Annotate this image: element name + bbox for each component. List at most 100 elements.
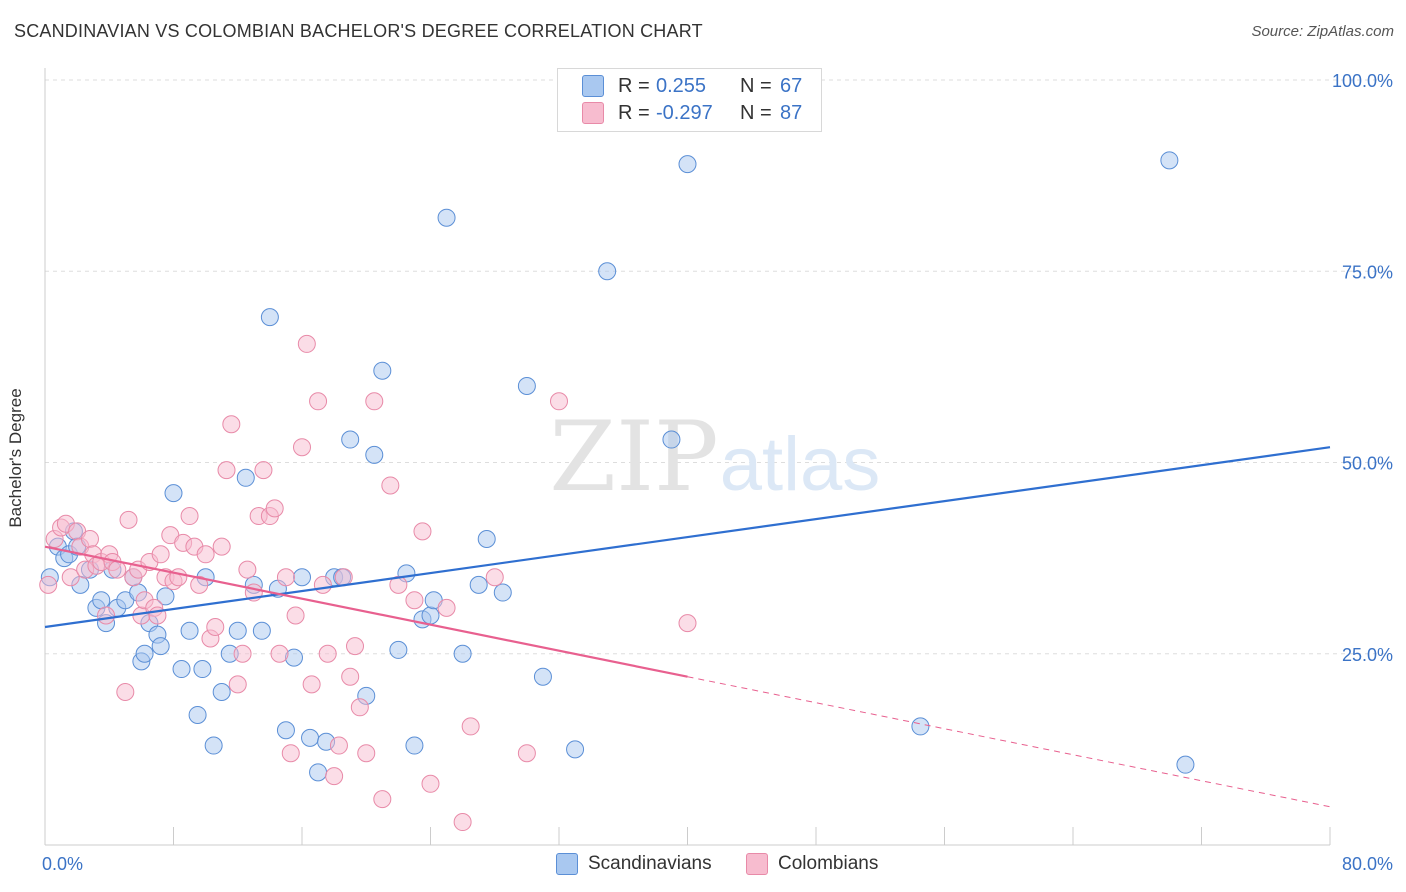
colombian-point	[309, 392, 328, 411]
scandinavian-point	[180, 621, 199, 640]
scandinavian-point	[421, 606, 440, 625]
scandinavian-point	[164, 484, 183, 503]
colombian-point	[254, 461, 273, 480]
y-tick-label: 25.0%	[1342, 645, 1393, 665]
x-tick-label: 0.0%	[42, 854, 83, 874]
colombian-point	[180, 507, 199, 526]
scandinavian-point	[188, 705, 207, 724]
colombian-point	[461, 717, 480, 736]
y-tick-label: 50.0%	[1342, 454, 1393, 474]
colombian-point	[217, 461, 236, 480]
scandinavian-point	[193, 660, 212, 679]
colombian-point	[365, 392, 384, 411]
scandinavian-point	[389, 640, 408, 659]
watermark-zip: ZIP	[549, 401, 718, 513]
y-tick-label: 75.0%	[1342, 262, 1393, 282]
legend-r-value: 0.255	[656, 74, 707, 97]
colombian-trendline-extension	[687, 676, 1331, 808]
colombian-point	[421, 774, 440, 793]
scandinavian-point	[437, 208, 456, 227]
colombian-point	[206, 617, 225, 636]
scandinavian-point	[678, 155, 697, 174]
scandinavian-point	[228, 621, 247, 640]
colombian-point	[346, 637, 365, 656]
colombian-point	[116, 683, 135, 701]
legend-r-label: R =	[618, 74, 650, 97]
legend-row-scandinavians: R = 0.255 N = 67	[582, 74, 802, 98]
grid-layer	[45, 79, 1390, 655]
colombian-point	[373, 790, 392, 809]
colombian-point	[329, 736, 348, 755]
colombian-point	[276, 568, 295, 587]
scandinavian-point	[293, 568, 311, 587]
scandinavian-point	[252, 621, 271, 640]
colombian-point	[169, 568, 188, 587]
legend-n-value: 87	[780, 101, 803, 124]
legend-swatch-pink	[582, 102, 604, 124]
watermark: ZIP atlas	[549, 401, 880, 513]
scandinavian-point	[301, 728, 320, 747]
colombian-point	[413, 522, 432, 541]
colombian-point	[341, 667, 360, 686]
colombian-point	[334, 568, 353, 587]
colombian-point	[350, 698, 369, 717]
colombian-point	[222, 415, 241, 434]
scandinavian-point	[212, 683, 231, 701]
colombian-point	[325, 767, 344, 786]
scandinavian-point	[309, 763, 328, 782]
colombian-point	[270, 644, 289, 663]
colombian-point	[39, 575, 58, 594]
colombian-point	[318, 644, 337, 663]
scandinavian-point	[911, 717, 930, 736]
scandinavian-point	[1160, 151, 1179, 170]
legend-r-label: R =	[618, 101, 650, 124]
colombian-point	[190, 575, 209, 594]
scandinavian-point	[469, 575, 488, 594]
colombian-point	[265, 499, 284, 518]
bottom-legend-label: Colombians	[778, 853, 879, 874]
colombian-point	[678, 614, 697, 633]
stats-legend: R = 0.255 N = 67 R = -0.297 N = 87	[557, 68, 822, 132]
scandinavian-point	[135, 644, 154, 663]
legend-swatch-blue	[582, 75, 604, 97]
trend-layer	[44, 446, 1331, 808]
chart-source: Source: ZipAtlas.com	[1251, 23, 1394, 40]
y-axis-label: Bachelor's Degree	[6, 388, 25, 528]
colombian-point	[61, 568, 80, 587]
colombian-point	[212, 537, 231, 556]
scandinavian-point	[566, 740, 585, 759]
colombian-point	[233, 644, 252, 663]
legend-row-colombians: R = -0.297 N = 87	[582, 101, 802, 125]
scandinavian-point	[236, 468, 255, 487]
y-tick-label: 100.0%	[1332, 71, 1393, 91]
colombian-point	[381, 476, 400, 495]
scandinavian-point	[493, 583, 512, 602]
colombian-trendline	[44, 545, 688, 678]
scandinavian-point	[533, 667, 552, 686]
watermark-atlas: atlas	[720, 422, 881, 507]
legend-n-label: N =	[740, 74, 772, 97]
scandinavian-trendline	[44, 446, 1331, 629]
colombian-point	[517, 744, 536, 763]
colombian-point	[151, 545, 170, 564]
colombian-point	[297, 334, 316, 353]
colombian-point	[550, 392, 568, 411]
colombian-point	[196, 545, 215, 564]
scandinavian-point	[373, 361, 392, 380]
legend-n-label: N =	[740, 101, 772, 124]
scandinavian-point	[662, 430, 681, 449]
scandinavian-point	[341, 430, 360, 449]
colombian-point	[80, 530, 99, 548]
scandinavian-point	[598, 262, 617, 281]
scandinavian-point	[453, 644, 472, 663]
colombian-point	[302, 675, 321, 694]
colombian-point	[281, 744, 300, 763]
bottom-swatch-blue	[556, 853, 578, 875]
colombian-point	[108, 560, 127, 579]
scandinavian-point	[172, 660, 191, 679]
colombian-point	[437, 598, 456, 617]
colombian-point	[453, 813, 472, 832]
colombian-point	[97, 606, 116, 625]
colombian-point	[405, 591, 424, 610]
scandinavian-point	[477, 530, 496, 548]
